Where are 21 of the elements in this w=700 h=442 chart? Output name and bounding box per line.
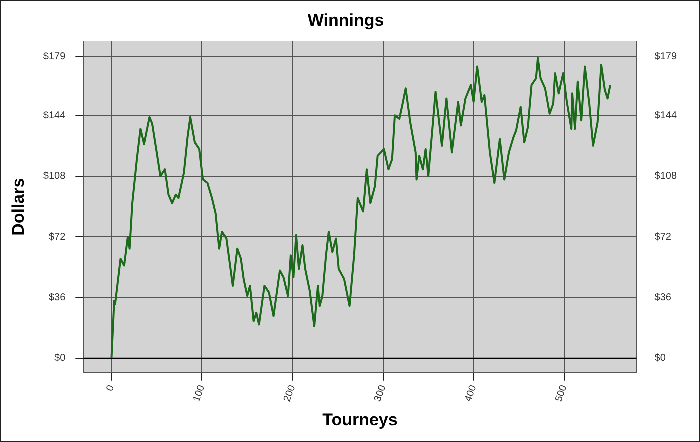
y-tick-label: $0 (54, 353, 66, 364)
y2-tick-label: $72 (654, 232, 672, 243)
y-tick-label: $108 (43, 171, 66, 182)
x-tick-label: 0 (104, 384, 118, 394)
x-tick-label: 100 (192, 384, 208, 404)
y-tick-label: $72 (48, 232, 66, 243)
y2-tick-label: $179 (654, 51, 678, 62)
y-axis-title: Dollars (8, 178, 28, 236)
chart-title: Winnings (308, 10, 384, 30)
x-tick-label: 500 (554, 384, 570, 404)
x-tick-label: 400 (463, 384, 480, 404)
y-tick-label: $179 (43, 51, 66, 62)
x-tick-label: 200 (282, 384, 298, 404)
y2-tick-label: $108 (654, 171, 678, 182)
y2-tick-label: $0 (654, 353, 666, 364)
y-tick-label: $36 (48, 292, 66, 304)
y2-tick-label: $144 (654, 110, 678, 122)
y2-tick-label: $36 (654, 292, 672, 304)
x-axis-title: Tourneys (322, 410, 398, 430)
x-tick-label: 300 (372, 384, 389, 404)
y-tick-label: $144 (43, 110, 66, 122)
